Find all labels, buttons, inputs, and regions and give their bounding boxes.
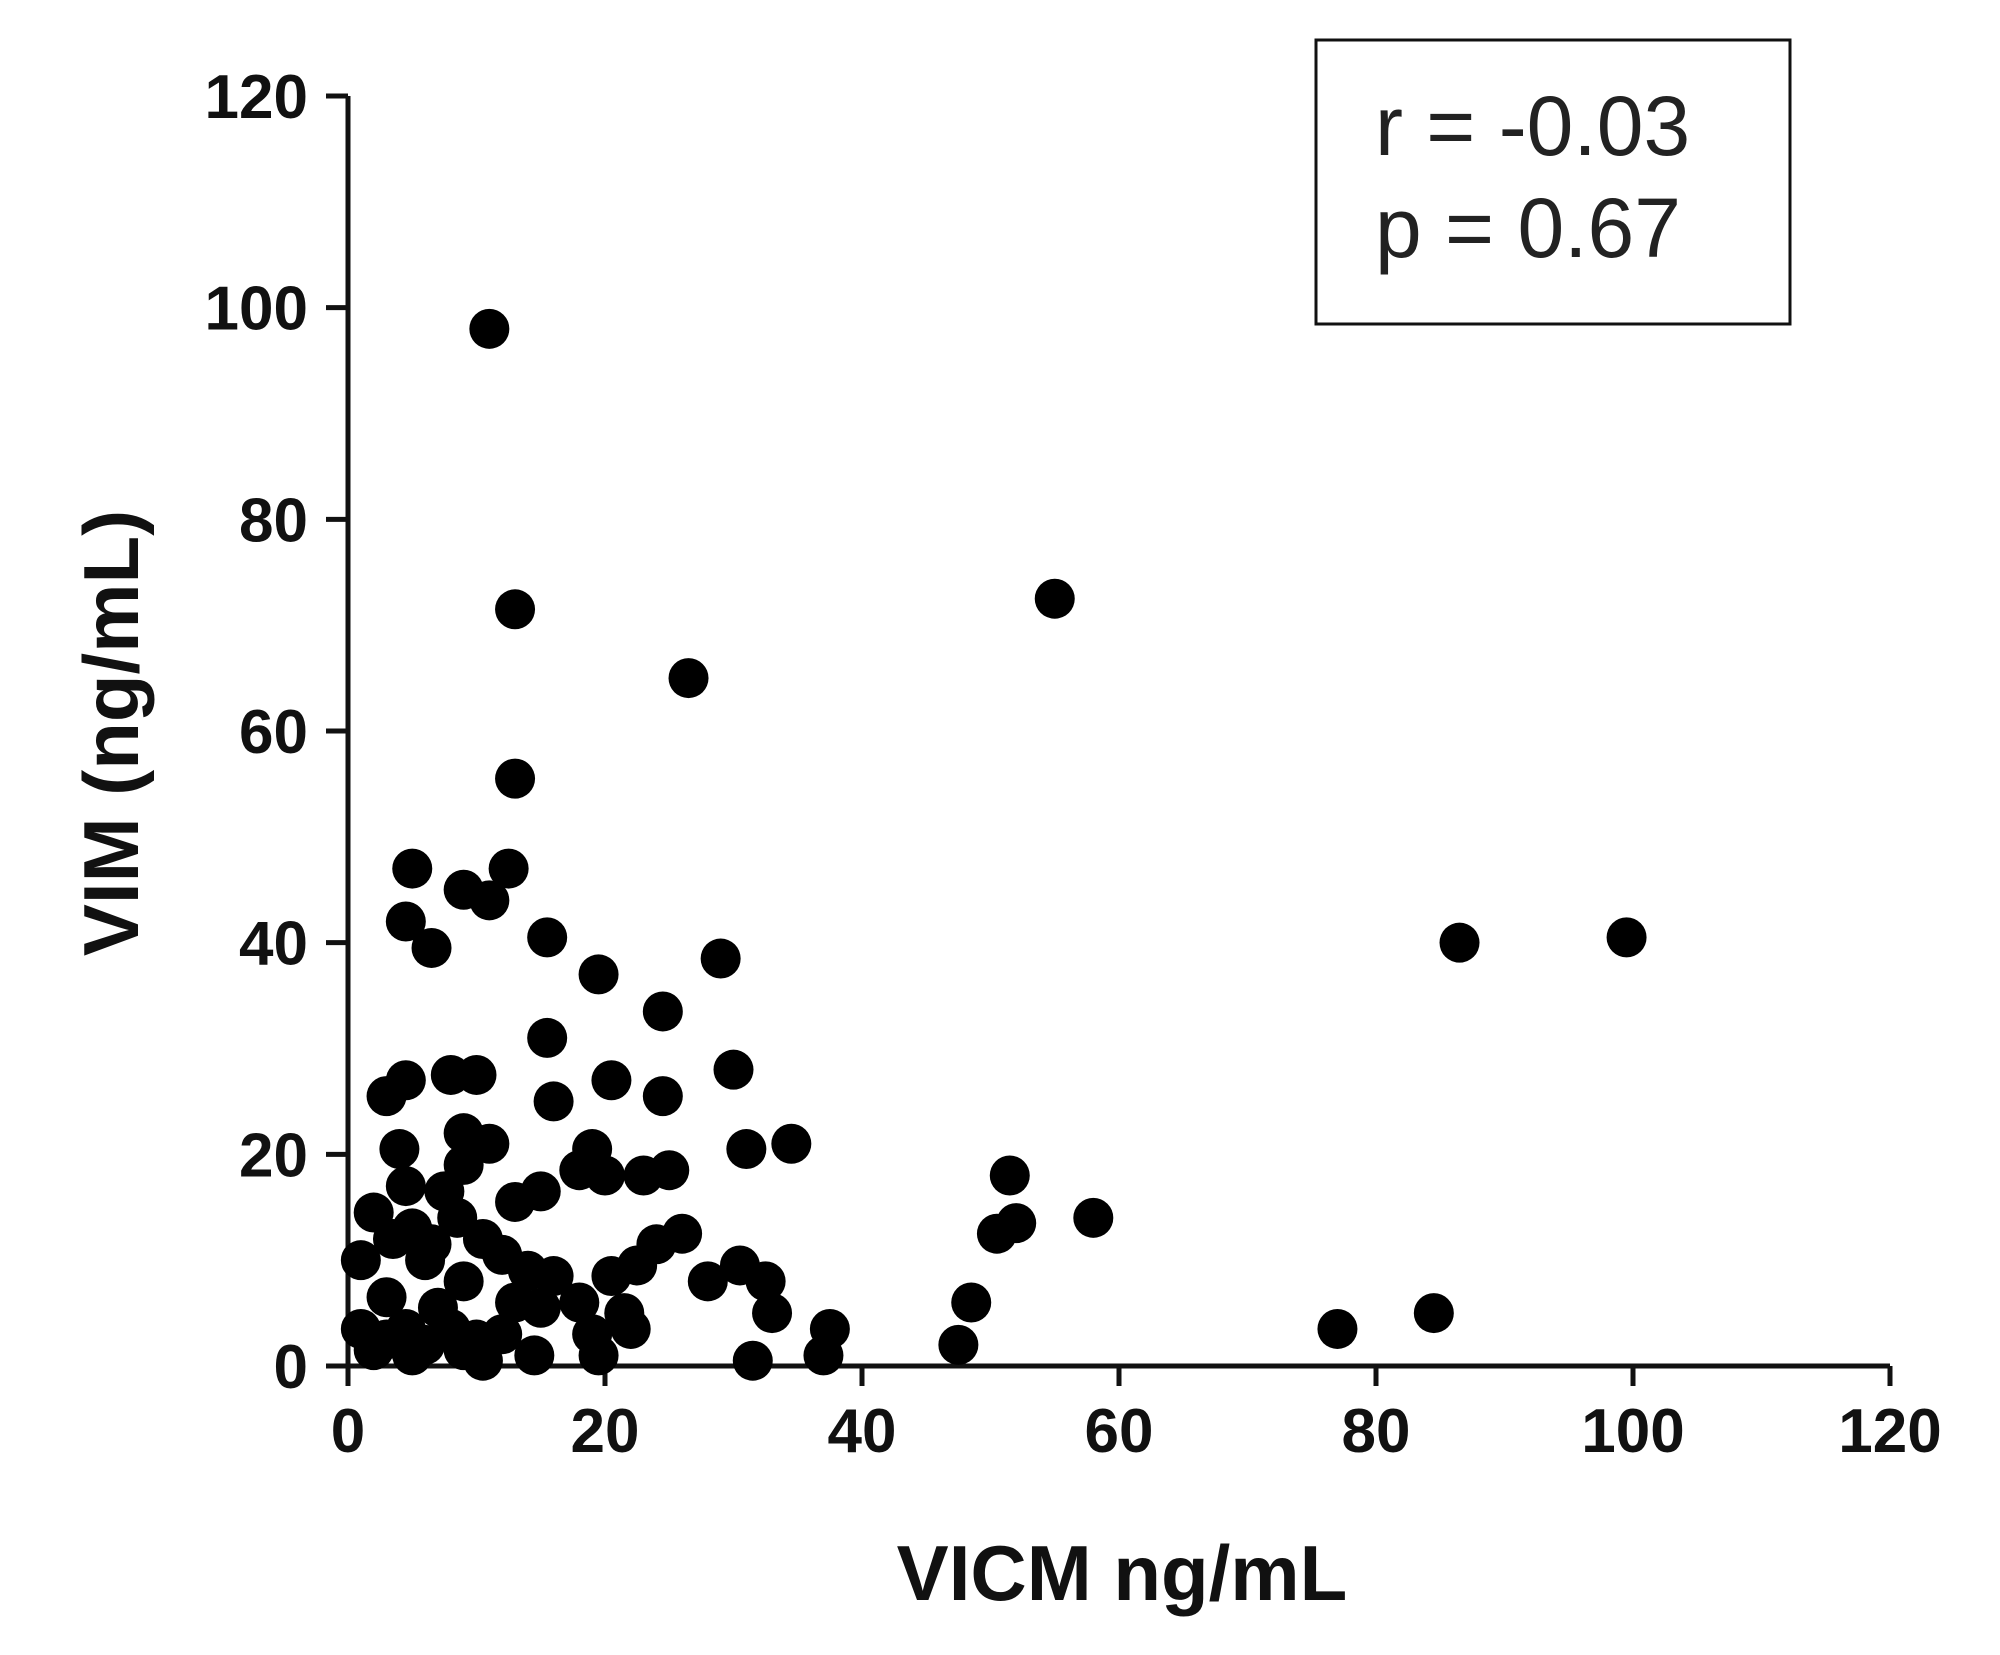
x-tick-label: 20 (571, 1397, 640, 1466)
x-tick-label: 0 (331, 1397, 365, 1466)
x-tick-label: 80 (1342, 1397, 1411, 1466)
data-point (379, 1129, 420, 1170)
data-point (642, 1076, 683, 1117)
data-point (559, 1282, 600, 1323)
y-tick-label: 80 (239, 486, 308, 555)
data-point (662, 1213, 703, 1254)
data-point (726, 1129, 767, 1170)
data-point (642, 991, 683, 1032)
data-point (385, 1060, 426, 1101)
correlation-p-text: p = 0.67 (1375, 181, 1681, 275)
data-point (732, 1340, 773, 1381)
data-point (1073, 1197, 1114, 1238)
axes: 0 20 40 60 80 100 120 0 20 40 60 80 100 120 (205, 63, 1942, 1466)
data-point (385, 901, 426, 942)
correlation-r-text: r = -0.03 (1375, 79, 1690, 173)
data-point (514, 1335, 555, 1376)
data-point (591, 1060, 632, 1101)
data-point (617, 1245, 658, 1286)
y-tick-label: 100 (205, 275, 308, 344)
data-point (668, 658, 709, 699)
data-point (443, 1261, 484, 1302)
y-tick-label: 60 (239, 698, 308, 767)
data-point (392, 1335, 433, 1376)
data-point (520, 1171, 561, 1212)
data-point (495, 589, 536, 630)
data-point (687, 1261, 728, 1302)
data-point (527, 1017, 568, 1058)
data-point (495, 758, 536, 799)
data-point (745, 1261, 786, 1302)
data-point (938, 1324, 979, 1365)
data-point (1413, 1293, 1454, 1334)
correlation-stats-box: r = -0.03 p = 0.67 (1314, 38, 1792, 326)
x-tick-label: 100 (1581, 1397, 1684, 1466)
data-point (392, 848, 433, 889)
y-tick-label: 20 (239, 1121, 308, 1190)
y-axis-title: VIM (ng/mL) (67, 510, 155, 956)
data-points (340, 308, 1647, 1381)
data-point (996, 1203, 1037, 1244)
data-point (752, 1293, 793, 1334)
data-point (533, 1256, 574, 1297)
data-point (533, 1081, 574, 1122)
data-point (443, 1144, 484, 1185)
data-point (1317, 1308, 1358, 1349)
data-point (488, 848, 529, 889)
data-point (469, 880, 510, 921)
data-point (578, 1335, 619, 1376)
x-tick-label: 40 (828, 1397, 897, 1466)
data-point (989, 1155, 1030, 1196)
y-tick-label: 120 (205, 63, 308, 132)
data-point (527, 917, 568, 958)
data-point (462, 1340, 503, 1381)
data-point (700, 938, 741, 979)
data-point (578, 954, 619, 995)
data-point (1034, 578, 1075, 619)
data-point (1606, 917, 1647, 958)
data-point (520, 1287, 561, 1328)
data-point (411, 927, 452, 968)
data-point (771, 1123, 812, 1164)
data-point (385, 1166, 426, 1207)
stats-box-border (1314, 38, 1792, 326)
data-point (340, 1240, 381, 1281)
data-point (585, 1155, 625, 1196)
data-point (803, 1335, 844, 1376)
y-tick-label: 0 (274, 1333, 308, 1402)
data-point (649, 1150, 690, 1191)
x-tick-label: 120 (1838, 1397, 1941, 1466)
x-axis-title: VICM ng/mL (897, 1529, 1348, 1617)
data-point (713, 1049, 754, 1090)
data-point (951, 1282, 992, 1323)
data-point (1439, 922, 1480, 963)
data-point (469, 308, 510, 349)
data-point (366, 1277, 407, 1318)
data-point (353, 1330, 394, 1371)
y-tick-label: 40 (239, 910, 308, 979)
data-point (456, 1054, 497, 1095)
data-point (405, 1240, 446, 1281)
x-tick-label: 60 (1085, 1397, 1154, 1466)
data-point (610, 1308, 651, 1349)
